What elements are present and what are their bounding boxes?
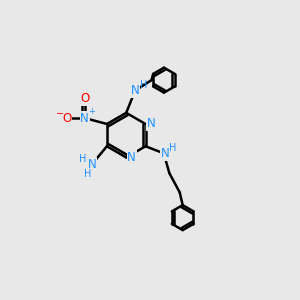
Text: O: O [62,112,71,124]
Text: H: H [140,80,147,90]
Text: +: + [88,107,94,116]
Text: N: N [131,84,140,97]
Text: −: − [56,109,64,118]
Text: N: N [88,158,96,171]
Text: N: N [160,147,169,160]
Text: O: O [80,92,89,105]
Text: H: H [80,154,87,164]
Text: N: N [80,112,89,124]
Text: H: H [84,169,91,178]
Text: H: H [169,143,177,153]
Text: N: N [127,151,136,164]
Text: N: N [146,118,155,130]
